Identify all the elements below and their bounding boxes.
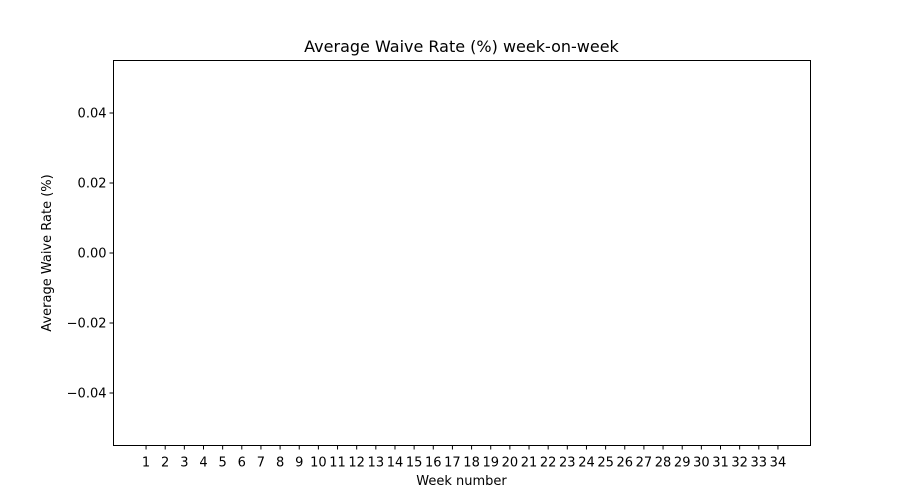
- x-tick-label: 31: [712, 456, 729, 471]
- x-tick-label: 5: [219, 456, 227, 471]
- x-tick-label: 21: [521, 456, 538, 471]
- x-tick-label: 2: [161, 456, 169, 471]
- x-tick-label: 1: [142, 456, 150, 471]
- x-tick-label: 9: [295, 456, 303, 471]
- x-tick-label: 24: [578, 456, 595, 471]
- x-tick-label: 26: [616, 456, 633, 471]
- x-tick-label: 7: [257, 456, 265, 471]
- x-tick-label: 11: [329, 456, 346, 471]
- x-tick-label: 23: [559, 456, 576, 471]
- x-tick-label: 4: [199, 456, 207, 471]
- x-tick-label: 33: [751, 456, 768, 471]
- x-tick-label: 14: [387, 456, 404, 471]
- y-tick-label: 0.04: [78, 107, 107, 122]
- y-axis: −0.04 −0.02 0.00 0.02 0.04: [67, 107, 114, 402]
- x-tick-label: 17: [444, 456, 461, 471]
- x-tick-label: 15: [406, 456, 423, 471]
- x-tick-label: 22: [540, 456, 557, 471]
- x-tick-label: 20: [502, 456, 519, 471]
- y-tick-label: −0.02: [67, 317, 107, 332]
- x-tick-label: 27: [636, 456, 653, 471]
- chart-title: Average Waive Rate (%) week-on-week: [304, 37, 619, 56]
- x-tick-label: 25: [597, 456, 614, 471]
- x-axis-label: Week number: [416, 474, 507, 489]
- x-tick-label: 34: [770, 456, 787, 471]
- y-tick-label: 0.02: [78, 177, 107, 192]
- y-axis-label: Average Waive Rate (%): [40, 174, 55, 331]
- y-tick-label: −0.04: [67, 387, 107, 402]
- x-tick-label: 10: [310, 456, 327, 471]
- x-tick-label: 19: [482, 456, 499, 471]
- x-tick-label: 6: [238, 456, 246, 471]
- x-tick-label: 16: [425, 456, 442, 471]
- x-tick-label: 12: [348, 456, 365, 471]
- x-tick-label: 30: [693, 456, 710, 471]
- x-tick-label: 32: [731, 456, 748, 471]
- x-tick-label: 29: [674, 456, 691, 471]
- x-tick-label: 3: [180, 456, 188, 471]
- x-tick-label: 8: [276, 456, 284, 471]
- y-tick-label: 0.00: [78, 247, 107, 262]
- x-tick-label: 28: [655, 456, 672, 471]
- x-tick-label: 13: [368, 456, 385, 471]
- x-tick-label: 18: [463, 456, 480, 471]
- x-axis: 1 2 3 4 5 6 7 8 9 10 11 12 13 14 15 16 17 18 19 20 21 22 23 24 2…: [142, 445, 787, 471]
